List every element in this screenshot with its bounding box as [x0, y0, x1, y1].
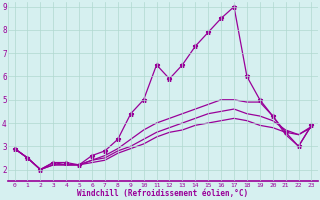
X-axis label: Windchill (Refroidissement éolien,°C): Windchill (Refroidissement éolien,°C): [77, 189, 249, 198]
